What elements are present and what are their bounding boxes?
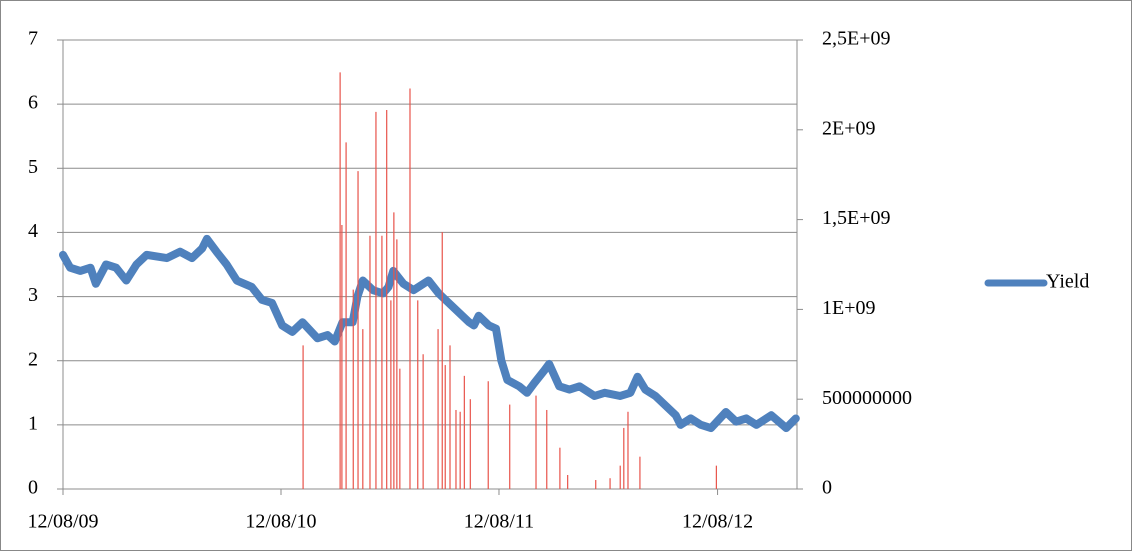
y-tick-label: 0 [28,477,38,499]
y2-tick-label: 2,5E+09 [822,28,891,50]
y2-tick-label: 2E+09 [822,117,876,139]
y-tick-label: 4 [28,220,38,242]
yield-line [59,234,800,433]
y-tick-label: 5 [28,156,38,178]
x-tick-label: 12/08/12 [682,511,753,533]
y2-tick-label: 0 [822,477,832,499]
y-tick-label: 3 [28,284,38,306]
x-tick-label: 12/08/11 [464,511,534,533]
y-tick-label: 7 [28,28,38,50]
x-tick-label: 12/08/09 [27,511,98,533]
y-tick-label: 2 [28,348,38,370]
y-tick-label: 6 [28,92,38,114]
y2-tick-label: 1,5E+09 [822,207,891,229]
y2-tick-label: 1E+09 [822,297,876,319]
y2-tick-label: 500000000 [822,387,912,409]
x-tick-label: 12/08/10 [245,511,316,533]
y-tick-label: 1 [28,412,38,434]
legend-label: Yield [1046,271,1089,293]
